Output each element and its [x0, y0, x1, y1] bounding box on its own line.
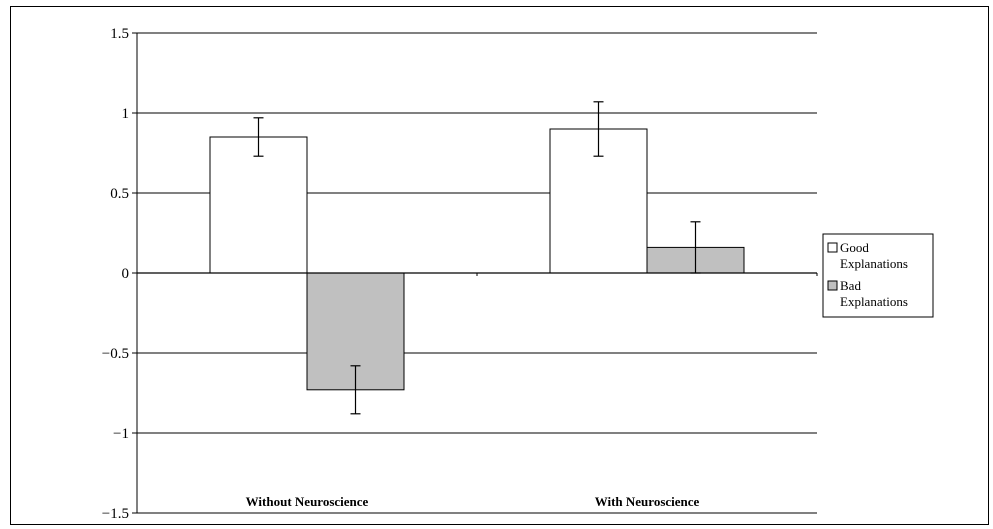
legend-label: Good Explanations	[840, 240, 908, 271]
y-tick-label: −0.5	[102, 346, 129, 362]
y-tick-label: −1.5	[102, 506, 129, 522]
y-axis-ticks: 1.5 1 0.5 0 −0.5 −1 −1.5	[102, 26, 137, 522]
legend-label: Bad Explanations	[840, 278, 908, 309]
axes	[136, 33, 818, 513]
y-tick-label: 0	[122, 266, 130, 282]
category-labels: Without Neuroscience With Neuroscience	[246, 494, 700, 509]
category-label: With Neuroscience	[595, 494, 700, 509]
y-tick-label: 0.5	[110, 186, 129, 202]
legend-box	[822, 233, 934, 318]
chart-frame: 1.5 1 0.5 0 −0.5 −1 −1.5 Without Neuroscience W…	[10, 6, 989, 525]
y-tick-label: −1	[113, 426, 129, 442]
y-tick-label: 1	[122, 106, 130, 122]
bars	[209, 128, 745, 391]
legend: Good Explanations Bad Explanations	[822, 233, 934, 318]
legend-swatch	[827, 280, 838, 291]
y-tick-label: 1.5	[110, 26, 129, 42]
category-label: Without Neuroscience	[246, 494, 369, 509]
bar	[209, 136, 308, 274]
legend-swatch	[827, 242, 838, 253]
bar-chart: 1.510.50−0.5−1−1.5 Without Neuroscience W…	[102, 26, 934, 522]
